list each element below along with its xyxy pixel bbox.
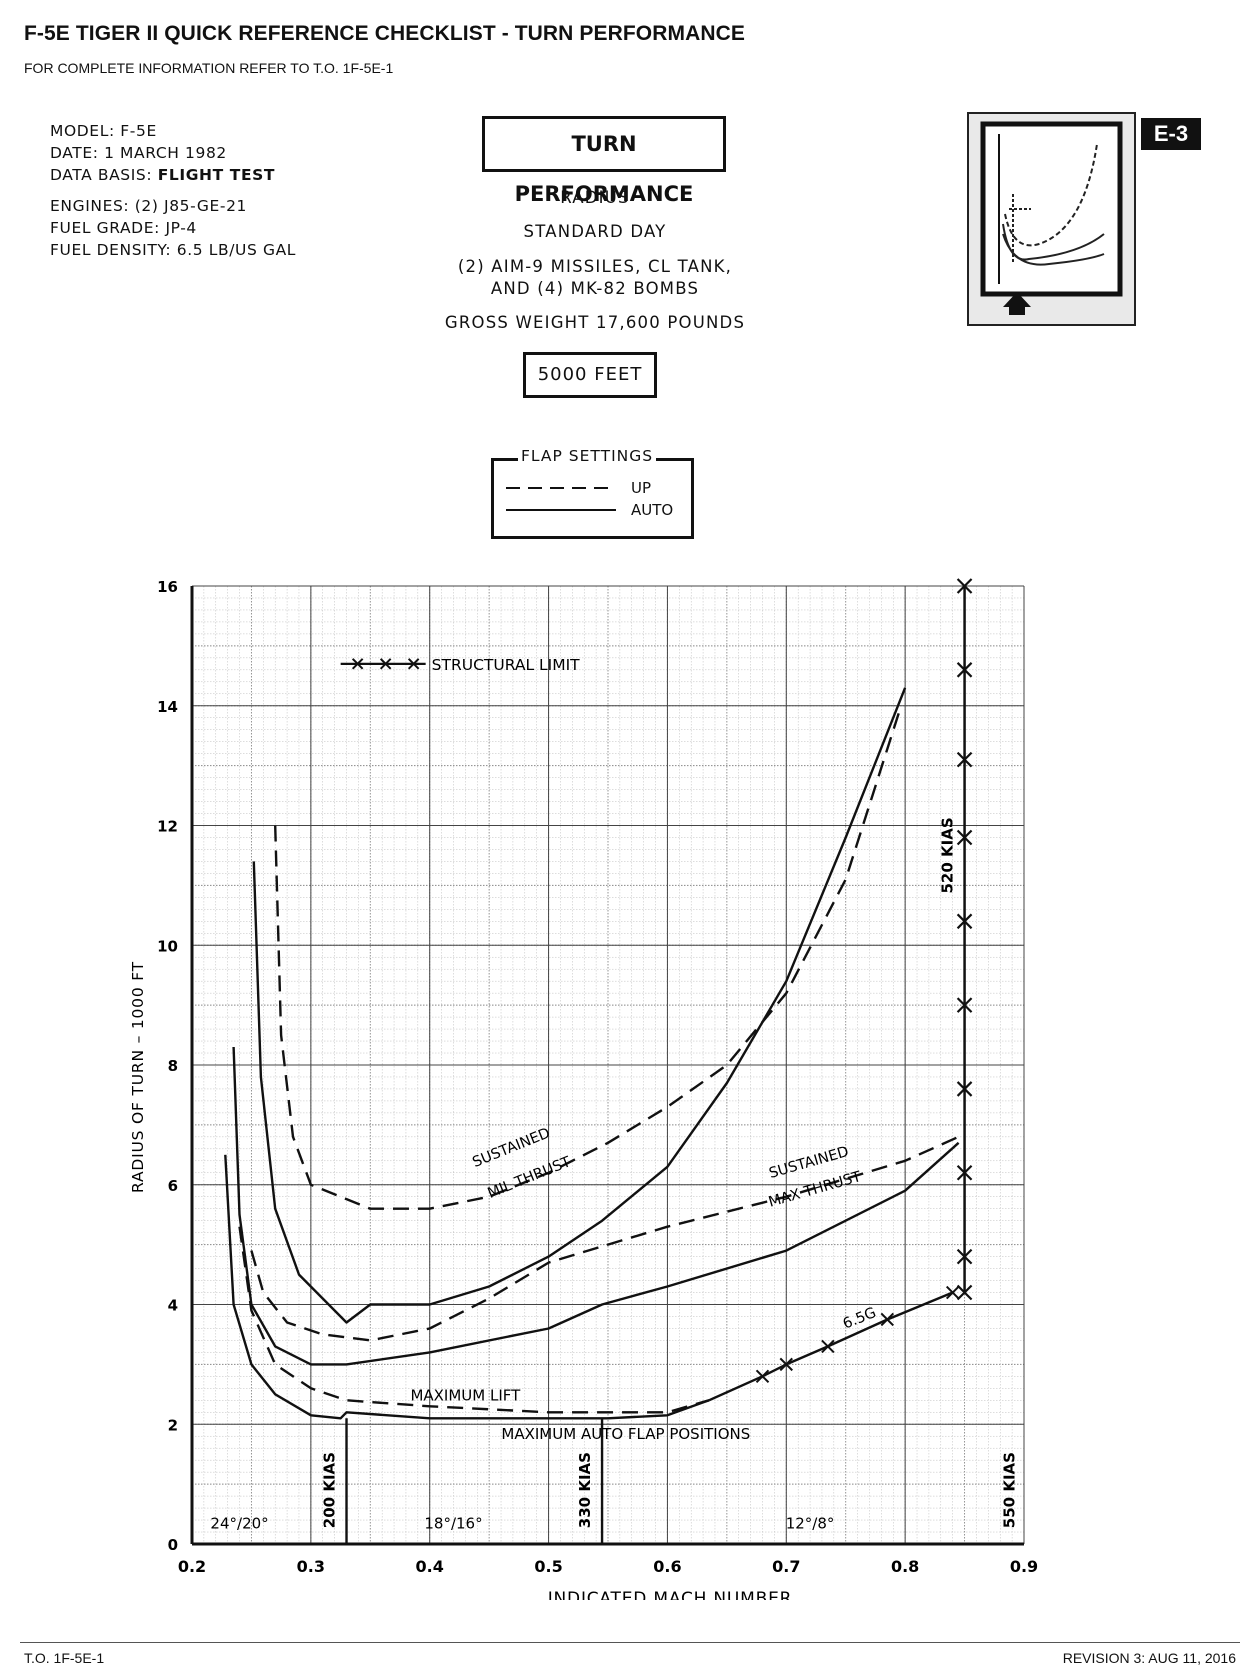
y-tick-label: 8 [168,1057,178,1075]
structural-limit-marker [956,913,973,930]
speed-label: 200 KIAS [321,1452,339,1528]
legend-title: FLAP SETTINGS [518,447,657,465]
structural-legend-marker [379,658,392,670]
series-line-6-5g-auto [708,1291,954,1402]
y-tick-label: 12 [157,818,178,836]
structural-legend-marker [351,658,364,670]
meta-data-basis: DATA BASIS: FLIGHT TEST [50,164,275,186]
x-tick-label: 0.4 [416,1557,444,1576]
legend-box: FLAP SETTINGS UP AUTO [491,447,694,539]
structural-limit-marker [956,1284,973,1301]
g-limit-marker [779,1357,793,1372]
chart-ylabel: RADIUS OF TURN – 1000 FT [129,961,147,1193]
structural-limit-marker [956,1248,973,1265]
meta-engine-block: ENGINES: (2) J85-GE-21 FUEL GRADE: JP-4 … [50,195,296,261]
g-limit-marker [945,1285,960,1300]
structural-limit-marker [956,751,973,768]
footer-right: REVISION 3: AUG 11, 2016 [1062,1650,1236,1666]
y-tick-label: 16 [157,578,178,596]
speed-label: 330 KIAS [576,1452,594,1528]
y-tick-label: 10 [157,937,178,955]
y-tick-label: 0 [168,1536,178,1554]
series-line-sustained-mil-thrust-up [274,711,901,1210]
structural-limit-marker [956,578,973,594]
meta-fuel-grade: FUEL GRADE: JP-4 [50,219,197,237]
g-limit-marker [755,1369,770,1384]
structural-limit-label: STRUCTURAL LIMIT [432,656,581,674]
chart-series [224,586,966,1544]
speed-label: 520 KIAS [939,817,957,893]
x-tick-label: 0.6 [653,1557,681,1576]
center-stores-line1: (2) AIM-9 MISSILES, CL TANK, [457,257,733,276]
x-tick-label: 0.2 [178,1557,206,1576]
x-tick-label: 0.7 [772,1557,800,1576]
page-title: F-5E TIGER II QUICK REFERENCE CHECKLIST … [24,22,745,45]
speed-label: 550 KIAS [1001,1452,1019,1528]
altitude-box: 5000 FEET [523,352,657,398]
flap-range-label: 12°/8° [786,1514,835,1532]
y-tick-label: 2 [168,1416,178,1434]
chart-grid-major [190,585,1025,1546]
page-badge: E-3 [1141,118,1201,150]
center-stores-line2: AND (4) MK-82 BOMBS [490,279,700,298]
legend-up-label: UP [631,479,652,497]
y-tick-label: 6 [168,1177,178,1195]
maximum-lift-label: MAXIMUM LIFT [410,1386,521,1404]
footer-rule [20,1642,1240,1643]
x-tick-label: 0.5 [534,1557,562,1576]
meta-data-basis-value: FLIGHT TEST [157,166,276,184]
series-line-sustained-max-thrust-up [250,1135,960,1342]
page-subtitle: FOR COMPLETE INFORMATION REFER TO T.O. 1… [24,60,394,76]
structural-limit-marker [956,1165,973,1181]
meta-fuel-density: FUEL DENSITY: 6.5 LB/US GAL [50,241,297,259]
structural-limit-marker [956,1081,973,1097]
meta-model: MODEL: F-5E [50,122,157,140]
legend-lines [506,487,616,511]
series-line-sustained-mil-thrust-auto [252,687,907,1324]
structural-limit-marker [956,829,973,846]
max-auto-flap-label: MAXIMUM AUTO FLAP POSITIONS [501,1425,750,1443]
chart-xlabel: INDICATED MACH NUMBER [548,1589,793,1600]
meta-engines: ENGINES: (2) J85-GE-21 [50,197,248,215]
structural-limit-marker [956,662,973,678]
meta-date: DATE: 1 MARCH 1982 [50,144,227,162]
chart-ticks: 0.2 0.3 0.4 0.5 0.6 0.7 0.8 0.9 0 2 4 6 8 10 12 14 16 [157,578,1038,1576]
center-standard-day: STANDARD DAY [523,222,667,241]
x-tick-label: 0.9 [1010,1557,1038,1576]
flap-range-label: 18°/16° [424,1514,482,1532]
y-tick-label: 4 [168,1297,178,1315]
chart-labels: 200 KIAS 330 KIAS 550 KIAS 520 KIAS 24°/20° 1… [210,656,1018,1533]
meta-block: MODEL: F-5E DATE: 1 MARCH 1982 DATA BASI… [50,120,275,186]
chart-thumbnail-icon [967,112,1136,326]
chart-marks [755,578,973,1384]
g-limit-marker [880,1312,895,1327]
thumbnail-svg [980,121,1123,315]
flap-range-label: 24°/20° [210,1514,268,1532]
meta-data-basis-label: DATA BASIS: [50,166,153,184]
legend-auto-label: AUTO [631,501,674,519]
center-radius: RADIUS [560,188,630,207]
structural-legend-marker [407,658,420,670]
series-line-maximum-lift-up [238,1226,710,1414]
series-line-maximum-auto-flap-positions-auto [224,1154,710,1420]
turn-performance-chart: 0.2 0.3 0.4 0.5 0.6 0.7 0.8 0.9 0 2 4 6 8 10 12 14 16 20… [129,578,1038,1600]
turn-performance-box: TURN PERFORMANCE [482,116,726,206]
center-gross-weight: GROSS WEIGHT 17,600 POUNDS [444,313,746,332]
g-limit-marker [821,1339,835,1354]
y-tick-label: 14 [157,698,178,716]
structural-limit-marker [956,997,973,1013]
x-tick-label: 0.8 [891,1557,919,1576]
x-tick-label: 0.3 [297,1557,325,1576]
g-limit-label: 6.5G [841,1305,879,1333]
footer-left: T.O. 1F-5E-1 [24,1650,105,1666]
